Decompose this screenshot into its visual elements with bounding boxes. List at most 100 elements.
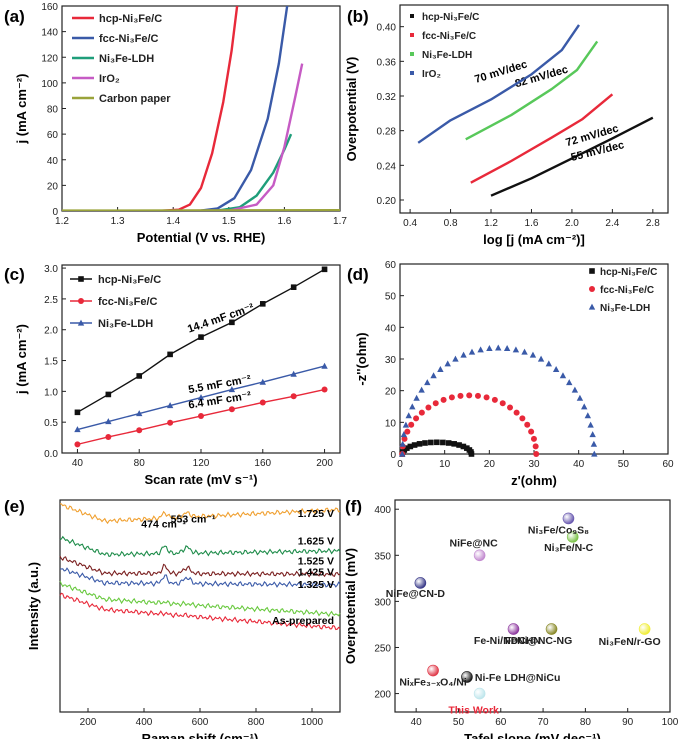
- data-point: [74, 409, 81, 416]
- x-tick-label: 1.6: [277, 216, 291, 227]
- x-tick-label: 160: [254, 458, 271, 469]
- nyquist-point: [521, 348, 528, 355]
- panel-d: (d) 0 10 20 30 40 50 60 0 10 20 30 40 50 60 z'(ohm) -z''…: [347, 260, 674, 488]
- nyquist-point: [452, 355, 459, 362]
- x-axis-label: Scan rate (mV s⁻¹): [144, 472, 257, 487]
- nyquist-point: [400, 431, 408, 438]
- nyquist-point: [486, 344, 493, 351]
- y-tick-label: 20: [385, 387, 397, 398]
- nyquist-point: [559, 372, 567, 379]
- y-tick-label: 20: [47, 181, 59, 192]
- x-tick-label: 50: [453, 717, 465, 728]
- tafel-line-2: [465, 40, 599, 141]
- nyquist-point: [440, 396, 447, 403]
- data-point: [259, 399, 266, 406]
- nyquist-point: [460, 443, 467, 450]
- voltage-label: 1.525 V: [298, 556, 334, 568]
- y-tick-label: 300: [374, 597, 391, 608]
- y-tick-label: 400: [374, 505, 391, 516]
- raman-spectrum-3: [59, 567, 341, 588]
- y-axis-label: Overpotential (mV): [343, 548, 358, 664]
- nyquist-point: [416, 441, 423, 447]
- y-tick-label: 0.36: [377, 57, 397, 68]
- nyquist-point: [587, 421, 594, 428]
- capacitance-label: 14.4 mF cm⁻²: [186, 302, 256, 336]
- legend-label: hcp-Ni₃Fe/C: [99, 13, 162, 25]
- data-point: [321, 362, 328, 369]
- nyquist-point: [528, 428, 535, 435]
- data-point: [136, 373, 143, 379]
- voltage-label: As-prepared: [272, 615, 334, 627]
- x-tick-label: 60: [495, 717, 507, 728]
- y-tick-label: 0.5: [44, 418, 58, 429]
- x-tick-label: 80: [134, 458, 146, 469]
- nyquist-point: [428, 439, 434, 446]
- nyquist-point: [408, 421, 415, 428]
- x-tick-label: 1.2: [484, 218, 498, 229]
- benchmark-label: NiₓFe₃₋ₓO₄/Ni: [399, 677, 467, 689]
- y-tick-label: 0.24: [377, 161, 397, 172]
- benchmark-point: [545, 623, 558, 635]
- benchmark-point: [414, 577, 427, 589]
- nyquist-point: [418, 409, 425, 416]
- legend-marker: [77, 319, 85, 326]
- legend-label: hcp-Ni₃Fe/C: [600, 267, 657, 278]
- panel-label: (d): [347, 265, 369, 284]
- data-point: [259, 378, 266, 385]
- y-tick-label: 60: [385, 260, 397, 271]
- benchmark-label: Ni₃Fe/Co₉S₈: [528, 524, 589, 536]
- y-tick-label: 0.40: [377, 23, 397, 34]
- data-point: [167, 419, 174, 426]
- legend-label: fcc-Ni₃Fe/C: [422, 31, 476, 42]
- raman-spectrum-5: [59, 592, 341, 631]
- nyquist-point: [591, 450, 598, 457]
- x-tick-label: 120: [193, 458, 210, 469]
- x-tick-label: 1.5: [222, 216, 236, 227]
- x-axis-label: Potential (V vs. RHE): [137, 230, 266, 245]
- benchmark-label: FeNi@NC-NG: [505, 635, 572, 647]
- y-tick-label: 50: [385, 292, 397, 303]
- y-tick-label: 80: [47, 105, 59, 116]
- data-point: [321, 266, 328, 273]
- benchmark-label: This Work: [448, 705, 499, 717]
- benchmark-label: Fe-Ni/NDCHN: [474, 635, 541, 647]
- data-point: [105, 433, 112, 440]
- x-tick-label: 200: [80, 717, 97, 728]
- plot-frame: [394, 499, 671, 713]
- peak-annotation: 553 cm⁻¹: [171, 513, 216, 525]
- x-tick-label: 10: [439, 459, 451, 470]
- legend-label: Carbon paper: [99, 93, 171, 105]
- raman-spectrum-1: [59, 535, 341, 558]
- data-point: [228, 406, 235, 413]
- voltage-label: 1.325 V: [298, 579, 334, 591]
- benchmark-point: [638, 623, 651, 635]
- x-axis-label: log [j (mA cm⁻²)]: [483, 232, 585, 247]
- benchmark-label: Ni-Fe LDH@NiCu: [475, 672, 560, 684]
- raman-spectrum-2: [59, 555, 341, 578]
- x-tick-label: 1000: [301, 717, 324, 728]
- y-tick-label: 200: [374, 690, 391, 701]
- x-tick-label: 20: [484, 459, 496, 470]
- benchmark-point: [473, 687, 486, 700]
- legend-label: hcp-Ni₃Fe/C: [98, 274, 161, 286]
- panel-label: (b): [347, 7, 369, 26]
- legend-label: fcc-Ni₃Fe/C: [600, 285, 654, 296]
- x-tick-label: 100: [662, 717, 679, 728]
- legend-marker: [589, 286, 595, 292]
- nyquist-point: [430, 372, 437, 379]
- series-line-3: [62, 63, 304, 211]
- nyquist-point: [552, 365, 560, 372]
- y-tick-label: 40: [385, 323, 397, 334]
- y-axis-label: Intensity (a.u.): [26, 562, 41, 650]
- x-tick-label: 1.7: [333, 216, 347, 227]
- legend-label: Ni₃Fe-LDH: [99, 53, 154, 65]
- legend-marker: [588, 303, 596, 310]
- nyquist-point: [530, 435, 537, 442]
- x-tick-label: 1.6: [525, 218, 539, 229]
- plot-frame: [399, 4, 669, 214]
- x-tick-label: 1.3: [111, 216, 125, 227]
- y-tick-label: 0: [52, 207, 58, 218]
- nyquist-point: [445, 440, 452, 446]
- y-tick-label: 140: [41, 28, 58, 39]
